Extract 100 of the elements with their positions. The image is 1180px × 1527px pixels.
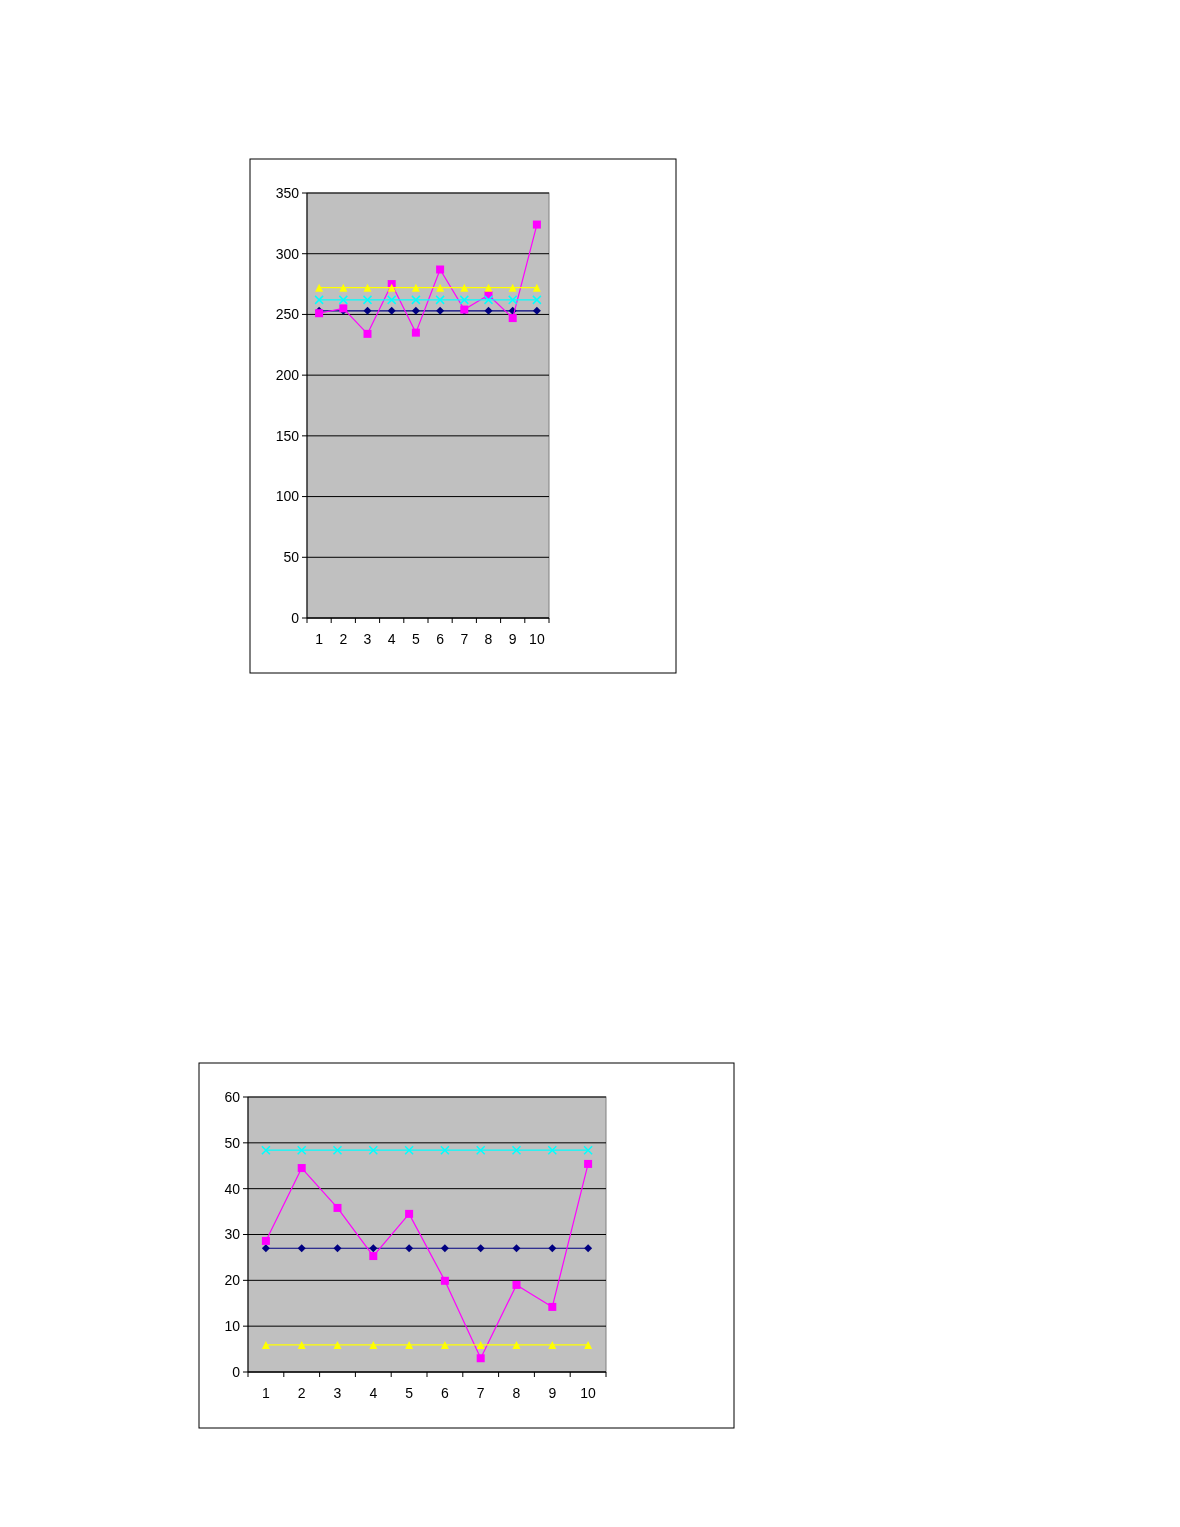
point [484,306,493,315]
point [362,295,373,305]
point [532,306,541,315]
point [436,283,445,292]
y-tick-label: 30 [224,1226,241,1243]
point [315,283,324,292]
point [368,1145,379,1155]
point [333,1203,342,1212]
point [460,283,469,292]
point [387,306,396,315]
x-tick-label: 9 [548,1385,557,1401]
point [512,1280,521,1289]
x-tick-label: 7 [476,1385,485,1401]
point [476,1340,485,1349]
point [532,283,541,292]
x-tick-label: 8 [484,631,493,647]
point [405,1209,414,1218]
x-tick-label: 2 [297,1385,306,1401]
point [332,1145,343,1155]
point [369,1340,378,1349]
y-tick-label: 350 [275,184,300,201]
point [532,220,541,229]
x-tick-label: 3 [363,631,372,647]
point [476,1244,485,1253]
point [440,1340,449,1349]
x-tick-label: 8 [512,1385,521,1401]
point [584,1340,593,1349]
point [435,295,445,305]
point [507,295,518,305]
point [584,1244,593,1253]
point [436,306,445,315]
y-tick-label: 50 [224,1134,241,1151]
point [548,1302,557,1311]
point [333,1340,342,1349]
y-tick-label: 250 [275,306,300,323]
point [508,314,517,323]
point [363,329,372,338]
point [548,1244,557,1253]
x-tick-label: 6 [436,631,445,647]
x-tick-label: 4 [369,1385,378,1401]
y-tick-label: 50 [283,549,300,566]
point [484,283,493,292]
point [261,1236,270,1245]
point [512,1244,521,1253]
point [363,283,372,292]
point [404,1145,414,1155]
point [411,328,420,337]
point [369,1252,378,1261]
point [297,1164,306,1173]
y-tick-label: 300 [275,245,300,262]
point [583,1145,593,1155]
x-tick-label: 3 [333,1385,342,1401]
point [532,295,542,305]
point [261,1340,270,1349]
point [386,295,397,305]
x-tick-label: 5 [412,631,420,647]
y-tick-label: 150 [275,427,300,444]
x-tick-label: 5 [405,1385,414,1401]
x-tick-label: 2 [339,631,348,647]
x-tick-label: 1 [315,631,324,647]
point [411,283,420,292]
point [333,1244,342,1253]
point [261,1244,270,1253]
x-tick-label: 4 [387,631,396,647]
x-tick-label: 10 [580,1385,597,1401]
x-tick-label: 1 [262,1385,270,1401]
y-tick-label: 60 [224,1088,241,1105]
x-tick-label: 6 [441,1385,449,1401]
point [440,1276,449,1285]
point [339,283,348,292]
point [405,1340,414,1349]
point [440,1145,450,1155]
point [548,1340,557,1349]
point [459,295,470,305]
point [369,1244,378,1253]
point [261,1145,271,1155]
point [411,306,420,315]
point [508,283,517,292]
y-tick-label: 100 [275,488,300,505]
y-tick-label: 0 [291,609,300,626]
point [436,265,445,274]
point [584,1159,593,1168]
y-tick-label: 0 [232,1363,241,1380]
point [511,1145,522,1155]
point [512,1340,521,1349]
point [475,1145,486,1155]
y-tick-label: 10 [224,1318,241,1335]
y-tick-label: 20 [224,1272,241,1289]
y-tick-label: 40 [224,1180,241,1197]
x-tick-label: 10 [529,631,545,647]
point [363,306,372,315]
x-tick-label: 9 [508,631,517,647]
point [296,1145,307,1155]
point [476,1354,485,1363]
point [297,1340,306,1349]
point [547,1145,558,1155]
y-tick-label: 200 [275,367,300,384]
point [338,295,349,305]
point [405,1244,414,1253]
point [411,295,421,305]
